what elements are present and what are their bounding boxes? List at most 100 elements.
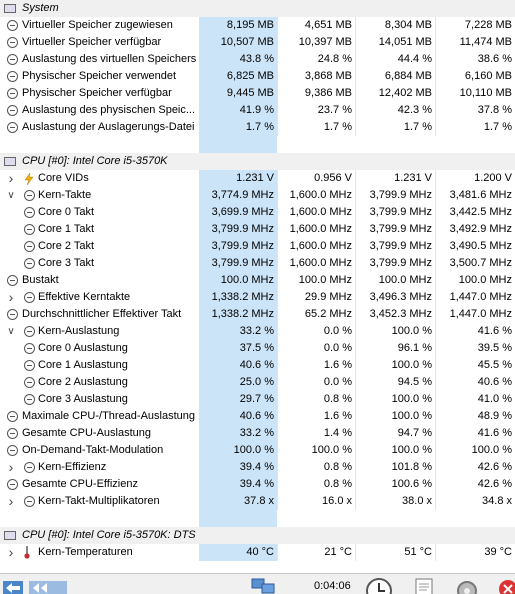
sensor-label: Kern-Effizienz xyxy=(38,461,107,473)
sensor-name-cell: Core 1 Auslastung xyxy=(0,357,199,374)
sensor-row[interactable]: Gesamte CPU-Auslastung 33.2 % 1.4 % 94.7 % 4… xyxy=(0,425,515,442)
sensor-row[interactable]: › Core VIDs 1.231 V 0.956 V 1.231 V 1.200 V xyxy=(0,170,515,187)
sensor-row[interactable]: Physischer Speicher verfügbar 9,445 MB 9,3… xyxy=(0,85,515,102)
sensor-row[interactable]: Core 3 Auslastung 29.7 % 0.8 % 100.0 % 41.0 … xyxy=(0,391,515,408)
sensor-name-cell: Core 3 Auslastung xyxy=(0,391,199,408)
sensor-label: Core 0 Takt xyxy=(38,206,95,218)
section-header[interactable]: System xyxy=(0,0,515,17)
sensor-label: Kern-Takte xyxy=(38,189,92,201)
average-value: 1,447.0 MHz xyxy=(449,308,512,320)
current-value: 33.2 % xyxy=(199,425,277,442)
average-value: 1,447.0 MHz xyxy=(449,291,512,303)
clock-icon xyxy=(24,241,35,252)
sensor-row[interactable]: Auslastung der Auslagerungs-Datei 1.7 % 1.… xyxy=(0,119,515,136)
sensor-row[interactable]: › Effektive Kerntakte 1,338.2 MHz 29.9 MHz 3… xyxy=(0,289,515,306)
minimum-value: 29.9 MHz xyxy=(304,291,352,303)
sensor-label: Virtueller Speicher verfügbar xyxy=(22,36,162,48)
sensor-label: Gesamte CPU-Effizienz xyxy=(22,478,138,490)
sensor-row[interactable]: Core 1 Takt 3,799.9 MHz 1,600.0 MHz 3,799.9… xyxy=(0,221,515,238)
chevron-right-icon[interactable]: › xyxy=(8,544,14,560)
clock-icon xyxy=(7,105,18,116)
network-icon[interactable] xyxy=(250,577,278,594)
maximum-value: 3,799.9 MHz xyxy=(369,257,432,269)
sensor-label: Core 1 Takt xyxy=(38,223,95,235)
average-value: 41.0 % xyxy=(477,393,512,405)
sensor-row[interactable]: Physischer Speicher verwendet 6,825 MB 3,8… xyxy=(0,68,515,85)
sensor-row[interactable]: › Kern-Takt-Multiplikatoren 37.8 x 16.0 x 38… xyxy=(0,493,515,510)
minimum-value: 16.0 x xyxy=(322,495,352,507)
sensor-label: Effektive Kerntakte xyxy=(38,291,131,303)
chevron-right-icon[interactable]: › xyxy=(8,289,14,305)
sensor-row[interactable]: Core 3 Takt 3,799.9 MHz 1,600.0 MHz 3,799.9… xyxy=(0,255,515,272)
section-title: CPU [#0]: Intel Core i5-3570K: DTS xyxy=(22,529,196,541)
sensor-name-cell: On-Demand-Takt-Modulation xyxy=(0,442,199,459)
current-value: 3,799.9 MHz xyxy=(199,221,277,238)
arrow-left-icon[interactable] xyxy=(2,577,24,594)
chevron-right-icon[interactable]: › xyxy=(8,170,14,186)
minimum-value: 21 °C xyxy=(324,546,352,558)
average-value: 39 °C xyxy=(484,546,512,558)
minimum-value: 100.0 % xyxy=(311,444,352,456)
sensor-name-cell: Auslastung des virtuellen Speichers xyxy=(0,51,199,68)
minimum-value: 1,600.0 MHz xyxy=(289,257,352,269)
settings-gear-icon[interactable] xyxy=(452,577,482,594)
timer-clock-icon[interactable] xyxy=(362,577,396,594)
report-icon[interactable] xyxy=(410,577,438,594)
current-value: 3,799.9 MHz xyxy=(199,255,277,272)
sensor-row[interactable]: Core 0 Auslastung 37.5 % 0.0 % 96.1 % 39.5 % xyxy=(0,340,515,357)
arrows-double-icon[interactable] xyxy=(28,577,68,594)
sensor-row[interactable]: Auslastung des virtuellen Speichers 43.8 … xyxy=(0,51,515,68)
sensor-row[interactable]: ∨ Kern-Auslastung 33.2 % 0.0 % 100.0 % 41.6 % xyxy=(0,323,515,340)
sensor-row[interactable]: Gesamte CPU-Effizienz 39.4 % 0.8 % 100.6 % 4… xyxy=(0,476,515,493)
sensor-row[interactable]: ∨ Kern-Takte 3,774.9 MHz 1,600.0 MHz 3,799.9… xyxy=(0,187,515,204)
chevron-right-icon[interactable]: › xyxy=(8,493,14,509)
sensor-label: Core 2 Takt xyxy=(38,240,95,252)
sensor-row[interactable]: Core 2 Takt 3,799.9 MHz 1,600.0 MHz 3,799.9… xyxy=(0,238,515,255)
clock-icon xyxy=(7,20,18,31)
sensor-name-cell: › Effektive Kerntakte xyxy=(0,289,199,306)
average-value: 41.6 % xyxy=(477,325,512,337)
maximum-value: 96.1 % xyxy=(397,342,432,354)
sensor-row[interactable]: On-Demand-Takt-Modulation 100.0 % 100.0 % 1… xyxy=(0,442,515,459)
current-value: 3,799.9 MHz xyxy=(199,238,277,255)
sensor-row[interactable]: Durchschnittlicher Effektiver Takt 1,338.… xyxy=(0,306,515,323)
sensor-label: Durchschnittlicher Effektiver Takt xyxy=(22,308,182,320)
minimum-value: 1,600.0 MHz xyxy=(289,240,352,252)
average-value: 3,490.5 MHz xyxy=(449,240,512,252)
close-icon[interactable] xyxy=(496,577,515,594)
minimum-value: 0.8 % xyxy=(323,461,352,473)
hardware-icon xyxy=(4,157,16,166)
chevron-down-icon[interactable]: ∨ xyxy=(7,326,15,337)
minimum-value: 4,651 MB xyxy=(304,19,352,31)
sensor-name-cell: › Kern-Effizienz xyxy=(0,459,199,476)
sensor-row[interactable]: › Kern-Effizienz 39.4 % 0.8 % 101.8 % 42.6 % xyxy=(0,459,515,476)
sensor-name-cell: › Kern-Temperaturen xyxy=(0,544,199,561)
chevron-right-icon[interactable]: › xyxy=(8,459,14,475)
average-value: 100.0 % xyxy=(471,444,512,456)
section-header[interactable]: CPU [#0]: Intel Core i5-3570K xyxy=(0,153,515,170)
sensor-row[interactable]: Core 0 Takt 3,699.9 MHz 1,600.0 MHz 3,799.9… xyxy=(0,204,515,221)
average-value: 34.8 x xyxy=(482,495,512,507)
average-value: 6,160 MB xyxy=(464,70,512,82)
hardware-icon xyxy=(4,4,16,13)
clock-icon xyxy=(7,71,18,82)
sensor-label: Physischer Speicher verwendet xyxy=(22,70,177,82)
sensor-row[interactable]: › Kern-Temperaturen 40 °C 21 °C 51 °C 39 °C xyxy=(0,544,515,561)
sensor-row[interactable]: Virtueller Speicher verfügbar 10,507 MB 10… xyxy=(0,34,515,51)
sensor-row[interactable]: Bustakt 100.0 MHz 100.0 MHz 100.0 MHz 100.0 … xyxy=(0,272,515,289)
section-header[interactable]: CPU [#0]: Intel Core i5-3570K: DTS xyxy=(0,527,515,544)
sensor-row[interactable]: Auslastung des physischen Speic... 41.9 %… xyxy=(0,102,515,119)
minimum-value: 0.0 % xyxy=(323,342,352,354)
sensor-row[interactable]: Maximale CPU-/Thread-Auslastung 40.6 % 1.6… xyxy=(0,408,515,425)
sensor-name-cell: Virtueller Speicher zugewiesen xyxy=(0,17,199,34)
sensor-label: Core 3 Auslastung xyxy=(38,393,128,405)
sensor-row[interactable]: Virtueller Speicher zugewiesen 8,195 MB 4,… xyxy=(0,17,515,34)
average-value: 41.6 % xyxy=(477,427,512,439)
sensor-row[interactable]: Core 2 Auslastung 25.0 % 0.0 % 94.5 % 40.6 % xyxy=(0,374,515,391)
sensor-row[interactable]: Core 1 Auslastung 40.6 % 1.6 % 100.0 % 45.5 … xyxy=(0,357,515,374)
elapsed-time: 0:04:06 xyxy=(314,580,351,592)
chevron-down-icon[interactable]: ∨ xyxy=(7,190,15,201)
minimum-value: 0.0 % xyxy=(323,376,352,388)
sensor-name-cell: Gesamte CPU-Effizienz xyxy=(0,476,199,493)
average-value: 45.5 % xyxy=(477,359,512,371)
